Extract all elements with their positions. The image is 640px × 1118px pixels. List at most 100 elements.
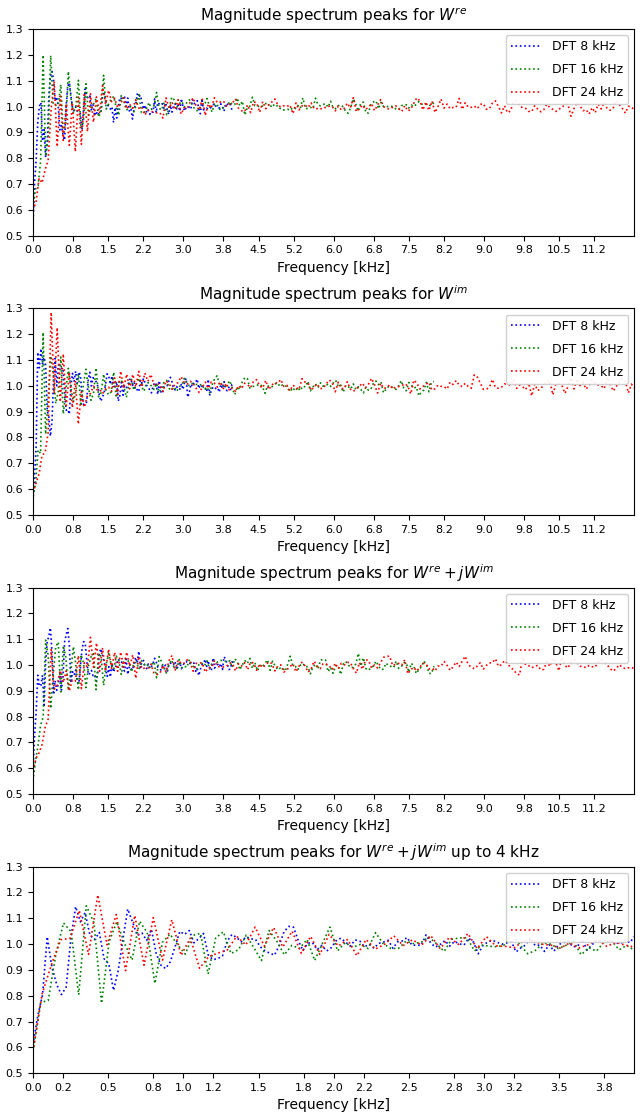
DFT 8 kHz — [80, 635, 88, 648]
DFT 16 kHz — [42, 634, 49, 647]
DFT 24 kHz — [582, 382, 590, 396]
DFT 16 kHz — [145, 96, 153, 110]
DFT 16 kHz — [291, 660, 299, 673]
DFT 16 kHz — [570, 935, 577, 948]
DFT 8 kHz — [280, 925, 288, 938]
DFT 8 kHz — [180, 928, 188, 941]
DFT 16 kHz — [29, 200, 37, 214]
DFT 16 kHz — [413, 97, 420, 111]
DFT 24 kHz — [56, 89, 64, 103]
DFT 24 kHz — [604, 659, 611, 672]
Line: DFT 24 kHz: DFT 24 kHz — [33, 637, 634, 770]
DFT 24 kHz — [630, 381, 638, 395]
DFT 8 kHz — [135, 644, 143, 657]
DFT 24 kHz — [29, 1044, 37, 1058]
Title: Magnitude spectrum peaks for $W^{re} + jW^{im}$: Magnitude spectrum peaks for $W^{re} + j… — [174, 562, 493, 585]
DFT 8 kHz — [203, 660, 211, 673]
DFT 24 kHz — [193, 656, 200, 670]
DFT 8 kHz — [47, 622, 54, 635]
DFT 8 kHz — [113, 375, 120, 388]
X-axis label: Frequency [kHz]: Frequency [kHz] — [277, 260, 390, 275]
X-axis label: Frequency [kHz]: Frequency [kHz] — [277, 540, 390, 555]
X-axis label: Frequency [kHz]: Frequency [kHz] — [277, 1099, 390, 1112]
DFT 16 kHz — [29, 490, 37, 503]
DFT 8 kHz — [105, 100, 113, 113]
DFT 16 kHz — [39, 48, 47, 61]
DFT 24 kHz — [630, 940, 638, 954]
DFT 16 kHz — [113, 391, 120, 405]
DFT 16 kHz — [291, 102, 299, 115]
Line: DFT 16 kHz: DFT 16 kHz — [33, 55, 434, 207]
DFT 24 kHz — [65, 684, 73, 698]
DFT 8 kHz — [222, 382, 230, 396]
Line: DFT 24 kHz: DFT 24 kHz — [33, 312, 634, 493]
DFT 8 kHz — [222, 97, 230, 111]
DFT 16 kHz — [402, 935, 410, 948]
DFT 24 kHz — [510, 941, 518, 955]
DFT 16 kHz — [413, 666, 420, 680]
DFT 8 kHz — [37, 342, 45, 356]
DFT 8 kHz — [135, 385, 143, 398]
DFT 16 kHz — [253, 664, 261, 678]
DFT 24 kHz — [604, 371, 611, 385]
Legend: DFT 8 kHz, DFT 16 kHz, DFT 24 kHz: DFT 8 kHz, DFT 16 kHz, DFT 24 kHz — [506, 594, 628, 663]
DFT 16 kHz — [630, 944, 638, 957]
DFT 24 kHz — [186, 931, 194, 945]
DFT 24 kHz — [94, 889, 102, 902]
DFT 24 kHz — [604, 102, 611, 115]
DFT 16 kHz — [291, 385, 299, 398]
DFT 24 kHz — [144, 375, 152, 388]
DFT 24 kHz — [582, 103, 590, 116]
DFT 24 kHz — [47, 305, 55, 319]
DFT 24 kHz — [29, 203, 37, 217]
DFT 16 kHz — [253, 100, 261, 113]
DFT 8 kHz — [29, 761, 37, 775]
DFT 8 kHz — [113, 112, 120, 125]
DFT 16 kHz — [253, 379, 261, 392]
DFT 24 kHz — [298, 947, 305, 960]
DFT 16 kHz — [430, 660, 438, 673]
DFT 8 kHz — [29, 494, 37, 508]
DFT 8 kHz — [80, 103, 88, 116]
DFT 24 kHz — [86, 631, 94, 644]
DFT 16 kHz — [413, 380, 420, 394]
DFT 8 kHz — [257, 940, 264, 954]
DFT 8 kHz — [48, 65, 56, 78]
DFT 16 kHz — [113, 101, 120, 114]
Line: DFT 8 kHz: DFT 8 kHz — [33, 349, 234, 501]
DFT 24 kHz — [29, 764, 37, 777]
DFT 8 kHz — [80, 398, 88, 411]
DFT 8 kHz — [230, 377, 237, 390]
DFT 8 kHz — [346, 939, 354, 953]
DFT 24 kHz — [76, 903, 83, 917]
DFT 8 kHz — [203, 102, 211, 115]
DFT 8 kHz — [72, 900, 79, 913]
DFT 8 kHz — [113, 657, 120, 671]
Line: DFT 16 kHz: DFT 16 kHz — [33, 332, 434, 496]
DFT 16 kHz — [448, 932, 456, 946]
DFT 24 kHz — [582, 661, 590, 674]
DFT 8 kHz — [105, 660, 113, 673]
DFT 16 kHz — [360, 386, 367, 399]
DFT 16 kHz — [145, 376, 153, 389]
DFT 24 kHz — [630, 104, 638, 117]
Line: DFT 8 kHz: DFT 8 kHz — [33, 907, 634, 1044]
DFT 16 kHz — [360, 651, 367, 664]
DFT 16 kHz — [113, 650, 120, 663]
DFT 8 kHz — [630, 930, 638, 944]
DFT 16 kHz — [395, 941, 403, 955]
Title: Magnitude spectrum peaks for $W^{re}$: Magnitude spectrum peaks for $W^{re}$ — [200, 6, 467, 26]
Line: DFT 16 kHz: DFT 16 kHz — [33, 641, 434, 780]
DFT 16 kHz — [83, 899, 90, 912]
Legend: DFT 8 kHz, DFT 16 kHz, DFT 24 kHz: DFT 8 kHz, DFT 16 kHz, DFT 24 kHz — [506, 873, 628, 941]
DFT 24 kHz — [223, 944, 231, 957]
Title: Magnitude spectrum peaks for $W^{re} + jW^{im}$ up to 4 kHz: Magnitude spectrum peaks for $W^{re} + j… — [127, 842, 540, 863]
DFT 8 kHz — [550, 945, 558, 958]
DFT 24 kHz — [68, 96, 76, 110]
X-axis label: Frequency [kHz]: Frequency [kHz] — [277, 819, 390, 833]
DFT 16 kHz — [430, 96, 438, 110]
DFT 16 kHz — [360, 95, 367, 108]
Line: DFT 8 kHz: DFT 8 kHz — [33, 72, 234, 225]
Line: DFT 8 kHz: DFT 8 kHz — [33, 628, 234, 768]
Line: DFT 24 kHz: DFT 24 kHz — [33, 82, 634, 210]
